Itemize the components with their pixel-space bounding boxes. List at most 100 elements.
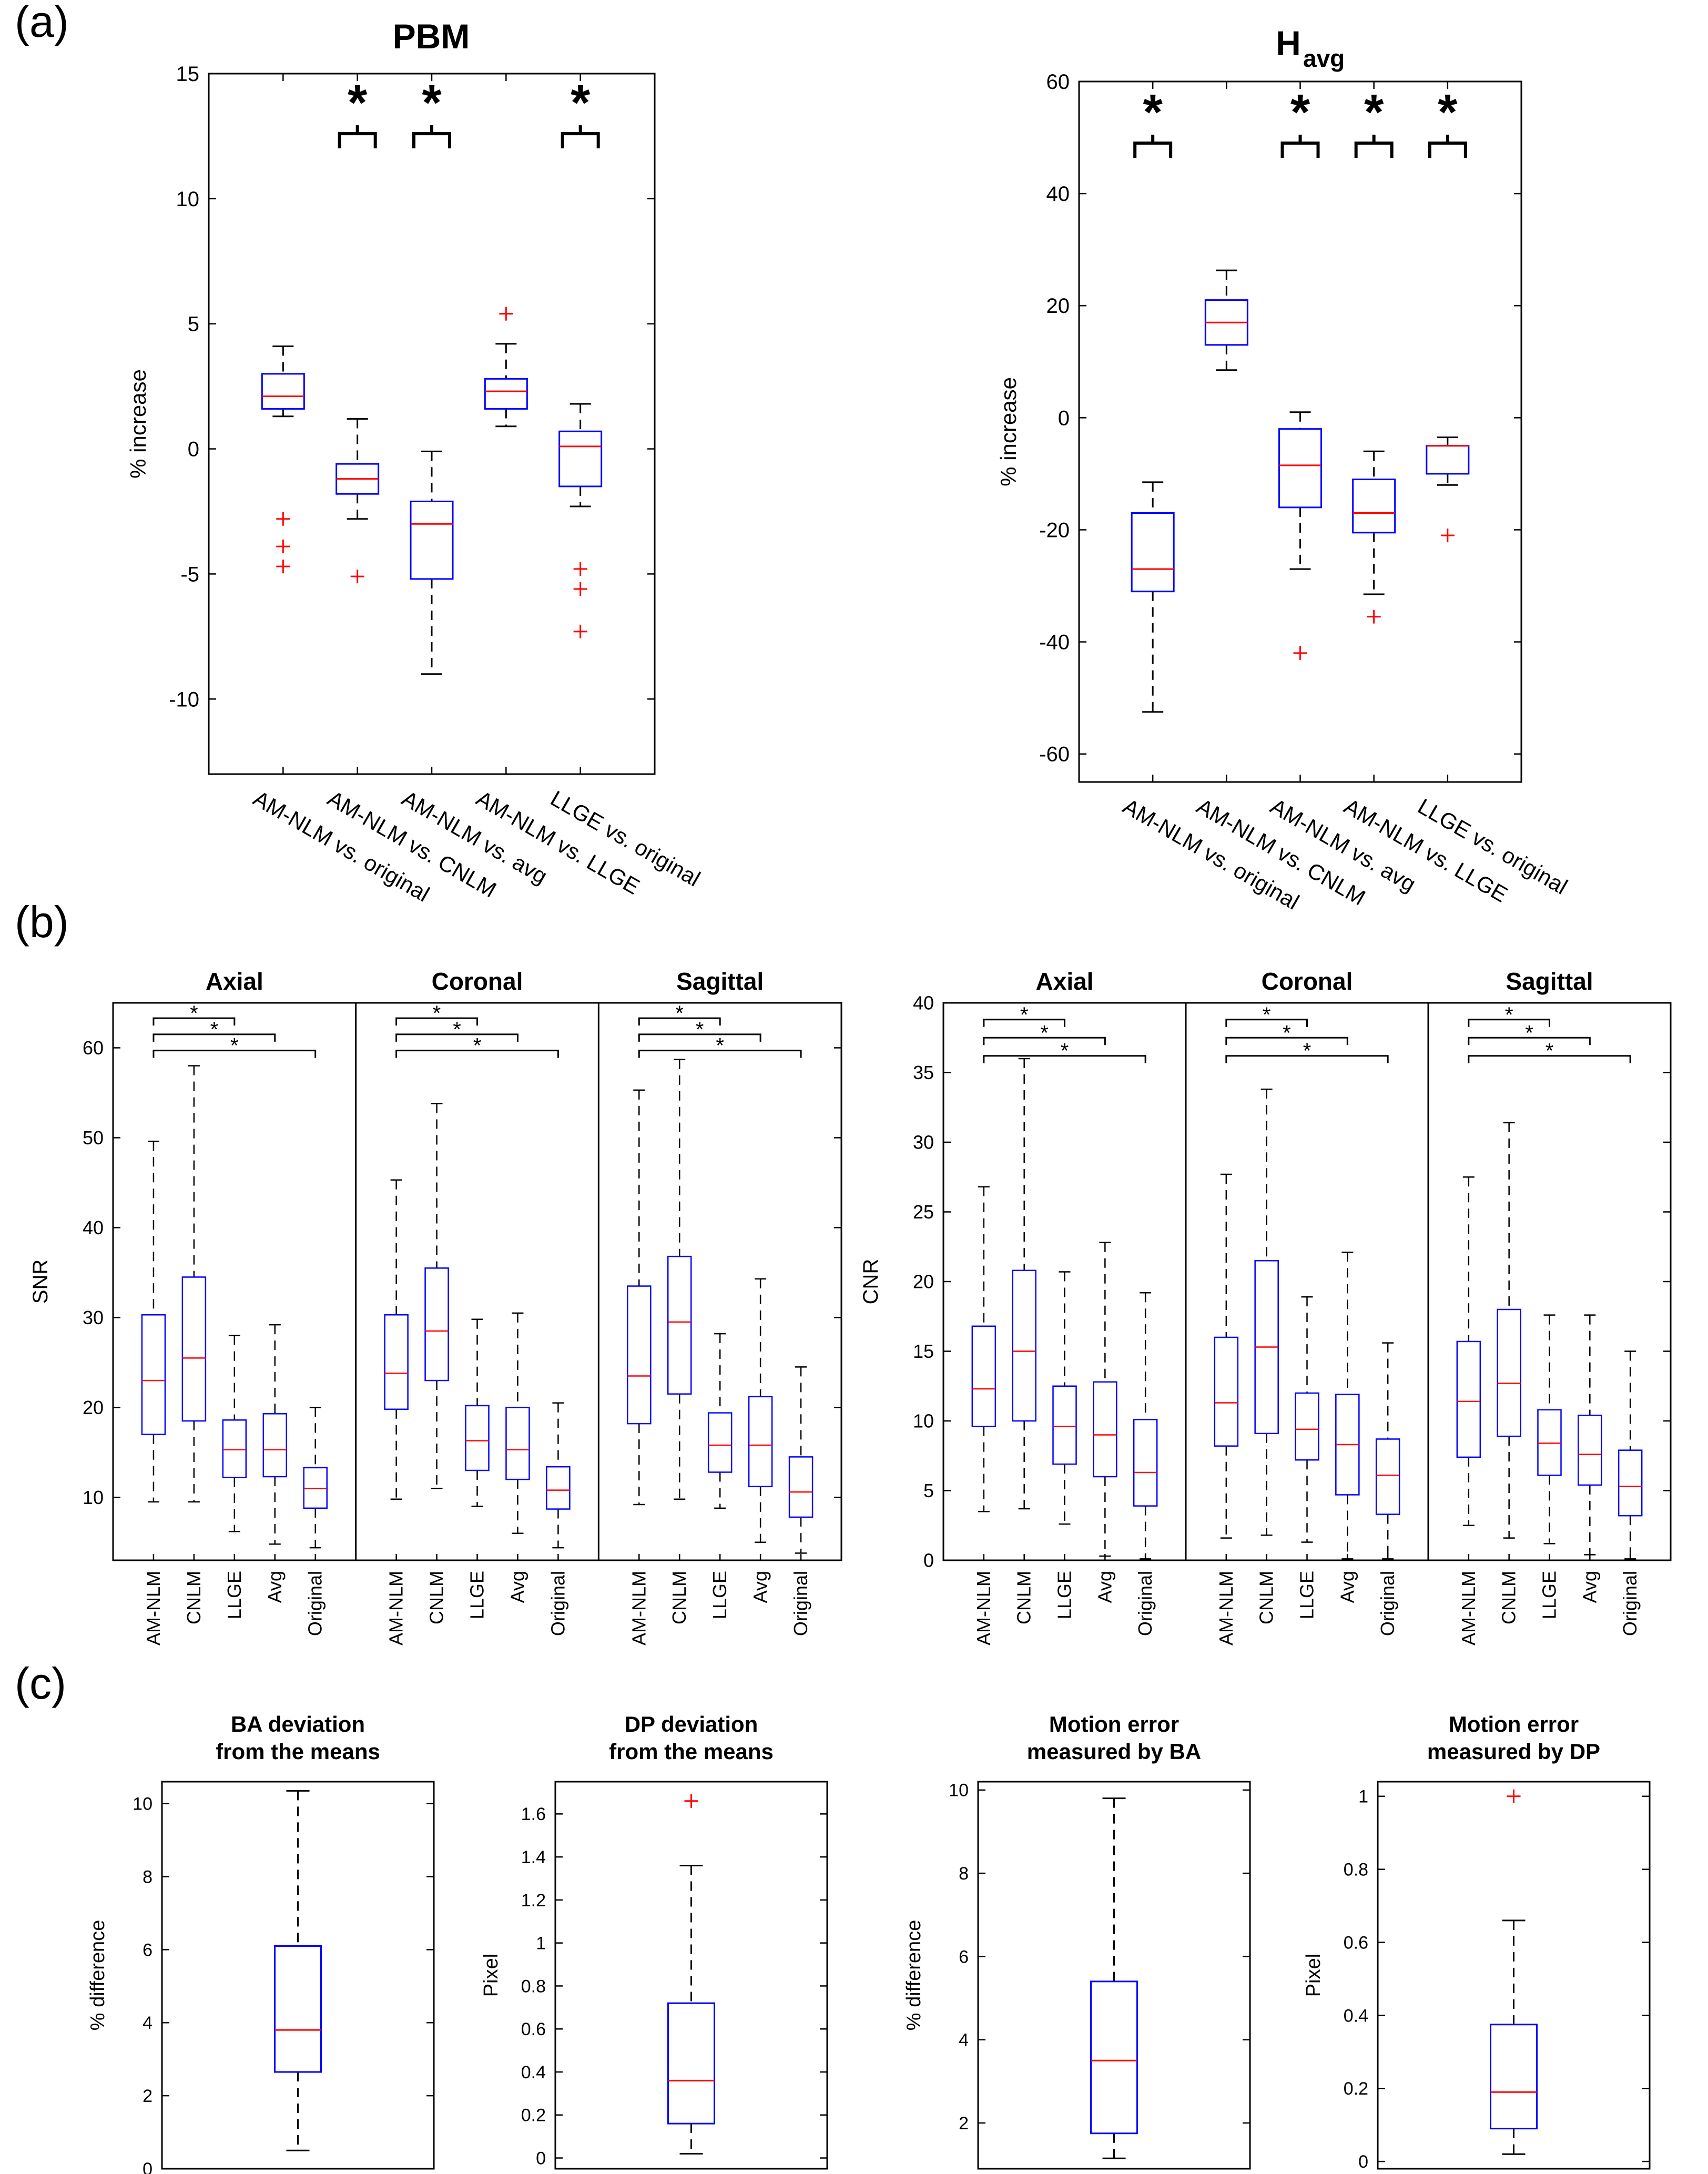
axes-frame <box>977 1781 1251 2170</box>
ytick-label: 0.2 <box>521 2106 546 2126</box>
significance-bracket-0-4 <box>152 1050 317 1058</box>
box-2-2-box <box>1537 1409 1562 1476</box>
ytick-label: -20 <box>1039 519 1070 542</box>
x-category-label: CNLM <box>1498 1571 1520 1624</box>
significance-star: * <box>210 1018 219 1041</box>
x-category-label: CNLM <box>668 1571 690 1624</box>
x-category-label: Avg <box>264 1571 286 1603</box>
ytick-label: 4 <box>959 2030 969 2050</box>
x-category-label: Original <box>1619 1571 1641 1636</box>
chart-title-line: measured by BA <box>1027 1739 1201 1764</box>
chart-cnr: 0 5 10 15 20 25 30 35 40 CNR Axial AM-NLM CNLM LLGE Av… <box>859 968 1672 1645</box>
ytick-label: 0 <box>1358 2152 1368 2172</box>
box-2-3-box <box>748 1396 773 1488</box>
ytick-label: 40 <box>913 992 934 1014</box>
ytick-label: 20 <box>1046 294 1070 318</box>
significance-bracket-2 <box>1280 135 1320 158</box>
ytick-label: 8 <box>959 1864 969 1884</box>
y-axis-label: % difference <box>903 1920 925 2031</box>
significance-star: * <box>1263 1003 1271 1027</box>
ytick-label: 60 <box>1046 70 1070 94</box>
ytick-label: -60 <box>1039 743 1070 766</box>
x-category-label: AM-NLM <box>143 1571 164 1645</box>
x-category-label: Avg <box>749 1571 771 1603</box>
ytick-label: 60 <box>83 1037 104 1059</box>
significance-bracket-1 <box>338 125 377 149</box>
ytick-label: 30 <box>913 1132 934 1153</box>
significance-star: * <box>696 1018 704 1041</box>
significance-star: * <box>1303 1040 1312 1063</box>
significance-star: * <box>675 1002 684 1025</box>
ytick-label: 1.2 <box>521 1891 546 1911</box>
significance-star: * <box>433 1002 441 1025</box>
ytick-label: 20 <box>913 1271 934 1293</box>
significance-star: * <box>1143 84 1163 140</box>
x-category-label: LLGE <box>1054 1571 1075 1619</box>
significance-bracket-1-2 <box>1225 1019 1308 1027</box>
significance-star: * <box>1040 1021 1049 1044</box>
significance-bracket-1-3 <box>1225 1037 1348 1045</box>
x-category-label: Avg <box>1579 1571 1600 1603</box>
significance-bracket-1-3 <box>395 1033 518 1042</box>
x-category-label: Avg <box>1094 1571 1115 1603</box>
significance-bracket-4 <box>1428 135 1467 158</box>
significance-star: * <box>348 75 368 131</box>
panel-label-c: (c) <box>15 1659 66 1708</box>
chart-title-line: Motion error <box>1049 1712 1179 1736</box>
significance-star: * <box>1364 84 1384 140</box>
y-axis-label: % increase <box>996 377 1021 486</box>
significance-bracket-1-2 <box>395 1017 478 1026</box>
axes-frame <box>208 73 656 775</box>
y-axis-label: Pixel <box>1303 1954 1325 1997</box>
ytick-label: 1.6 <box>521 1804 546 1824</box>
box-box <box>1490 2024 1538 2130</box>
x-category-label: LLGE <box>709 1571 730 1619</box>
ytick-label: 0.6 <box>1344 1933 1368 1953</box>
chart-c2: 0 0.2 0.4 0.6 0.8 1 1.2 1.4 1.6 Pixel DP deviation… <box>480 1712 828 2170</box>
axes-frame <box>554 1781 828 2170</box>
significance-bracket-2-4 <box>1468 1055 1631 1063</box>
ytick-label: -10 <box>169 688 199 711</box>
x-category-label: LLGE <box>223 1571 245 1619</box>
ytick-label: 15 <box>913 1340 934 1362</box>
ytick-label: 0.4 <box>521 2063 546 2082</box>
significance-star: * <box>422 75 442 131</box>
x-category-label: LLGE <box>1539 1571 1560 1619</box>
significance-star: * <box>1290 84 1310 140</box>
box-1-2-box <box>465 1405 490 1471</box>
box-2-0-box <box>1456 1340 1481 1458</box>
box-0-box <box>1131 512 1175 593</box>
significance-bracket-3 <box>1354 135 1394 158</box>
significance-star: * <box>190 1002 198 1025</box>
ytick-label: 0 <box>1058 407 1070 430</box>
significance-bracket-0-3 <box>983 1037 1106 1045</box>
ytick-label: 0.8 <box>521 1976 546 1996</box>
significance-bracket-0-4 <box>983 1055 1146 1063</box>
x-category-label: CNLM <box>183 1571 205 1624</box>
ytick-label: 4 <box>143 2013 152 2033</box>
significance-star: * <box>473 1034 482 1058</box>
ytick-label: 10 <box>949 1781 969 1801</box>
panel-label-b: (b) <box>15 897 69 947</box>
ytick-label: 6 <box>959 1947 969 1967</box>
axes-frame <box>1078 80 1522 783</box>
significance-bracket-0-3 <box>152 1033 276 1042</box>
ytick-label: 5 <box>188 313 199 336</box>
ytick-label: 0.2 <box>1344 2079 1368 2099</box>
ytick-label: 40 <box>1046 182 1070 206</box>
box-3-box <box>484 378 528 410</box>
y-axis-label: Pixel <box>480 1954 502 1997</box>
significance-bracket-2-2 <box>1468 1019 1550 1027</box>
box-2-box <box>1278 428 1322 509</box>
significance-star: * <box>1546 1040 1554 1063</box>
significance-star: * <box>1525 1021 1533 1044</box>
ytick-label: -40 <box>1039 631 1070 654</box>
significance-star: * <box>716 1034 724 1058</box>
x-category-label: Original <box>1377 1571 1398 1636</box>
x-category-label: Avg <box>1336 1571 1358 1603</box>
box-0-0-box <box>141 1314 166 1435</box>
box-0-2-box <box>222 1419 247 1478</box>
box-2-1-box <box>1497 1308 1521 1437</box>
